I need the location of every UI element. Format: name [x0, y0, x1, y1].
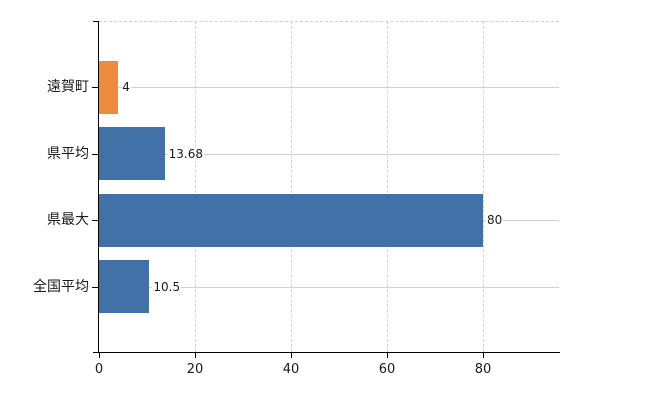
x-axis-tick [291, 353, 292, 358]
x-axis-tick [195, 353, 196, 358]
category-label: 県最大 [47, 212, 89, 229]
y-axis-tick [92, 220, 98, 222]
gridline-vertical [387, 21, 388, 352]
y-axis-top-tick [93, 21, 98, 22]
bar-0 [99, 60, 119, 114]
x-axis-tick [99, 353, 100, 358]
category-label: 遠賀町 [47, 79, 89, 96]
x-tick-label: 20 [186, 362, 204, 377]
y-axis-line [98, 21, 99, 352]
bar-value-label: 13.68 [167, 146, 205, 161]
y-axis-tick [92, 87, 98, 89]
x-axis-line [93, 352, 560, 353]
x-tick-label: 60 [378, 362, 396, 377]
bar-value-label: 4 [121, 80, 131, 95]
x-tick-label: 0 [94, 362, 104, 377]
plot-top-border [99, 21, 559, 22]
y-axis-tick [92, 286, 98, 288]
category-label: 県平均 [47, 145, 89, 162]
gridline-vertical [483, 21, 484, 352]
bar-3 [99, 260, 150, 314]
category-label: 全国平均 [33, 278, 89, 295]
gridline-horizontal [99, 286, 559, 288]
x-axis-tick [387, 353, 388, 358]
gridline-horizontal [99, 87, 559, 89]
bar-2 [99, 193, 483, 247]
x-tick-label: 40 [282, 362, 300, 377]
x-axis-tick [483, 353, 484, 358]
gridline-vertical [195, 21, 196, 352]
gridline-horizontal [99, 153, 559, 155]
bar-value-label: 80 [486, 213, 504, 228]
x-tick-label: 80 [474, 362, 492, 377]
bar-value-label: 10.5 [152, 279, 182, 294]
y-axis-tick [92, 153, 98, 155]
bar-1 [99, 127, 165, 181]
gridline-vertical [291, 21, 292, 352]
